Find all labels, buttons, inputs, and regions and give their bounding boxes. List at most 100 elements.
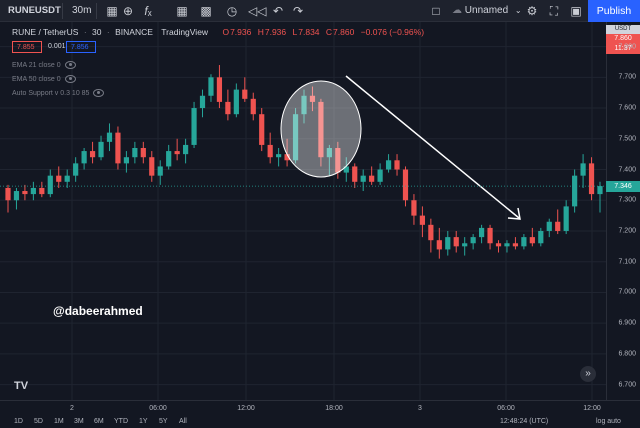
candle-body[interactable]	[98, 141, 104, 158]
candle-body[interactable]	[225, 101, 231, 115]
eye-icon[interactable]	[93, 89, 105, 97]
candle-body[interactable]	[309, 95, 316, 102]
candle-body[interactable]	[521, 237, 527, 247]
candle-body[interactable]	[377, 169, 383, 182]
range-button[interactable]: 1M	[54, 418, 64, 425]
range-button[interactable]: 5Y	[159, 418, 168, 425]
candle-body[interactable]	[445, 237, 451, 250]
candle-body[interactable]	[495, 243, 502, 247]
indicators-icon[interactable]: ▦	[176, 4, 188, 18]
buy-price-box[interactable]: 7.856	[66, 41, 96, 53]
candle-body[interactable]	[538, 230, 544, 244]
trend-arrow-line[interactable]	[345, 75, 520, 219]
candle-body[interactable]	[292, 114, 299, 161]
candle-body[interactable]	[411, 200, 417, 216]
candle-body[interactable]	[191, 108, 197, 145]
replay-icon[interactable]: ◁◁	[248, 4, 267, 18]
candle-body[interactable]	[132, 148, 138, 158]
eye-icon[interactable]	[64, 75, 76, 83]
range-button[interactable]: YTD	[114, 418, 128, 425]
candle-body[interactable]	[529, 237, 535, 244]
range-button[interactable]: 6M	[94, 418, 104, 425]
candle-body[interactable]	[572, 175, 578, 207]
candle-body[interactable]	[419, 215, 425, 225]
candlestick-chart[interactable]	[0, 22, 606, 400]
candle-body[interactable]	[56, 175, 62, 182]
candle-body[interactable]	[39, 187, 45, 195]
candle-body[interactable]	[149, 157, 155, 176]
candle-body[interactable]	[546, 221, 552, 231]
candle-body[interactable]	[22, 191, 28, 195]
candle-body[interactable]	[301, 95, 307, 115]
candle-body[interactable]	[47, 175, 53, 195]
highlight-ellipse[interactable]	[280, 80, 362, 178]
range-button[interactable]: 1Y	[139, 418, 148, 425]
candle-body[interactable]	[428, 224, 434, 241]
range-button[interactable]: 1D	[14, 418, 23, 425]
candle-body[interactable]	[183, 144, 189, 155]
candle-body[interactable]	[436, 240, 442, 250]
chart-pane[interactable]	[0, 22, 606, 400]
price-scale[interactable]: 7.860 11:37 USDT 7.800 7.700 7.600 7.500 7.4…	[606, 22, 640, 400]
candle-body[interactable]	[318, 101, 324, 158]
camera-icon[interactable]: ▣	[570, 4, 582, 18]
candle-body[interactable]	[284, 154, 290, 161]
indicator-ema50[interactable]: EMA 50 close 0	[12, 75, 76, 83]
templates-icon[interactable]: ▩	[200, 4, 212, 18]
range-button[interactable]: All	[179, 418, 187, 425]
eye-icon[interactable]	[64, 61, 76, 69]
candle-body[interactable]	[13, 191, 20, 201]
candle-body[interactable]	[123, 157, 129, 164]
fullscreen-checkbox-icon[interactable]: □	[432, 4, 440, 18]
candle-body[interactable]	[394, 160, 400, 170]
candle-body[interactable]	[174, 151, 180, 155]
redo-icon[interactable]: ↷	[292, 4, 304, 18]
candle-body[interactable]	[479, 227, 485, 238]
alert-icon[interactable]: ◷	[226, 4, 238, 18]
candle-body[interactable]	[157, 166, 163, 176]
candle-body[interactable]	[276, 154, 282, 158]
sell-price-box[interactable]: 7.855	[12, 41, 42, 53]
candle-body[interactable]	[64, 175, 70, 182]
candle-body[interactable]	[487, 227, 493, 244]
candle-body[interactable]	[555, 221, 561, 231]
indicator-ema21[interactable]: EMA 21 close 0	[12, 61, 76, 69]
candle-body[interactable]	[242, 89, 248, 99]
candle-body[interactable]	[369, 175, 375, 182]
candle-body[interactable]	[360, 175, 366, 182]
bar-style-icon[interactable]: ▦	[106, 4, 118, 18]
symbol-search-button[interactable]: RUNEUSDT	[8, 5, 61, 16]
candle-body[interactable]	[462, 243, 468, 247]
candle-body[interactable]	[470, 237, 476, 244]
candle-body[interactable]	[563, 206, 569, 231]
candle-body[interactable]	[106, 132, 113, 142]
candle-body[interactable]	[352, 166, 358, 182]
candle-body[interactable]	[216, 77, 223, 102]
fullscreen-icon[interactable]: ⛶	[549, 4, 559, 18]
time-scale[interactable]: 2 06:00 12:00 18:00 3 06:00 12:00	[0, 400, 640, 418]
candle-body[interactable]	[81, 151, 87, 164]
tradingview-logo-icon[interactable]: TV	[14, 380, 29, 392]
candle-body[interactable]	[453, 237, 459, 247]
candle-body[interactable]	[267, 144, 273, 158]
candle-body[interactable]	[166, 151, 172, 167]
candle-body[interactable]	[385, 160, 392, 170]
candle-body[interactable]	[5, 187, 11, 201]
range-button[interactable]: 5D	[34, 418, 43, 425]
publish-button[interactable]: Publish	[588, 0, 640, 22]
legend-title[interactable]: RUNE / TetherUS	[12, 27, 79, 37]
indicator-auto-support[interactable]: Auto Support v 0.3 10 85	[12, 89, 105, 97]
settings-icon[interactable]: ⚙	[526, 4, 538, 18]
scroll-to-realtime-icon[interactable]: »	[580, 366, 596, 382]
candle-body[interactable]	[140, 148, 146, 158]
candle-body[interactable]	[504, 243, 510, 247]
candle-body[interactable]	[588, 163, 595, 195]
candle-body[interactable]	[233, 89, 239, 115]
candle-body[interactable]	[402, 169, 409, 201]
candle-body[interactable]	[580, 163, 586, 176]
candle-body[interactable]	[259, 114, 265, 145]
candle-body[interactable]	[597, 186, 603, 195]
candle-body[interactable]	[512, 243, 519, 247]
candle-body[interactable]	[343, 166, 349, 173]
candle-body[interactable]	[326, 148, 332, 158]
